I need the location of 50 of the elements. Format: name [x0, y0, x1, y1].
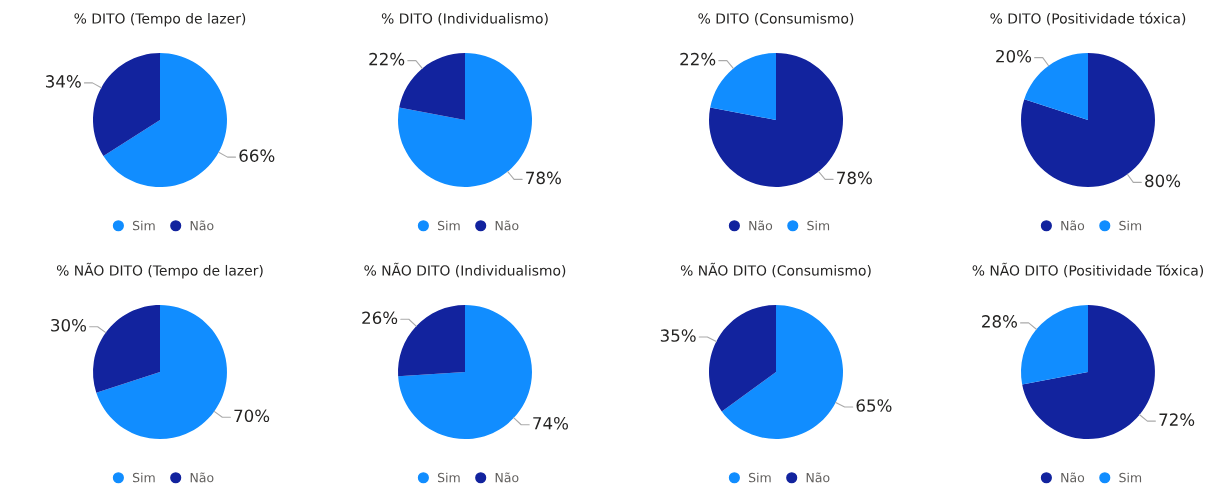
data-label: 28% — [982, 315, 1017, 328]
pie-slice — [1022, 305, 1155, 439]
data-label: 35% — [660, 329, 696, 342]
chart-title: % NÃO DITO (Consumismo) — [680, 262, 871, 278]
pie-slice — [93, 305, 160, 393]
data-label: 70% — [234, 409, 270, 423]
legend-label: Não — [190, 220, 214, 231]
data-label: 22% — [369, 52, 405, 66]
pie-slice — [103, 53, 227, 187]
data-label: 34% — [45, 75, 81, 88]
pie-slice — [398, 305, 465, 377]
data-label: 22% — [680, 52, 716, 66]
data-label: 72% — [1159, 413, 1195, 426]
data-label: 26% — [362, 311, 398, 325]
legend-label: Não — [190, 472, 214, 483]
chart-title: % DITO (Positividade tóxica) — [990, 12, 1186, 26]
data-label: 78% — [837, 171, 872, 185]
pie-slice — [398, 305, 532, 439]
pie-slice — [1021, 305, 1088, 385]
chart-title: % NÃO DITO (Individualismo) — [364, 262, 566, 278]
legend-label: Sim — [748, 472, 771, 483]
legend-label: Não — [1061, 472, 1085, 483]
chart-title: % NÃO DITO (Tempo de lazer) — [56, 262, 263, 279]
data-label: 74% — [533, 416, 569, 430]
legend-label: Sim — [132, 220, 155, 231]
legend-label: Não — [749, 220, 773, 231]
data-label: 65% — [856, 399, 892, 412]
data-label: 66% — [239, 149, 275, 162]
chart-title: % NÃO DITO (Positividade Tóxica) — [972, 262, 1204, 278]
legend-label: Sim — [1119, 472, 1142, 483]
legend-label: Não — [806, 472, 830, 483]
pie-slice — [93, 53, 160, 156]
pie-slice — [721, 305, 843, 439]
data-label: 20% — [996, 49, 1032, 63]
chart-title: % DITO (Tempo de lazer) — [74, 12, 246, 27]
legend-label: Não — [495, 220, 519, 231]
legend-label: Sim — [437, 220, 460, 231]
chart-title: % DITO (Individualismo) — [381, 12, 548, 26]
legend-label: Não — [1061, 220, 1085, 231]
legend-label: Sim — [1119, 220, 1142, 231]
pie-slice — [96, 305, 227, 439]
chart-title: % DITO (Consumismo) — [698, 12, 854, 26]
data-label: 80% — [1145, 174, 1181, 188]
legend-label: Sim — [132, 472, 155, 483]
data-label: 78% — [526, 171, 561, 185]
legend-label: Sim — [807, 220, 830, 231]
legend-label: Sim — [437, 472, 460, 483]
pie-slice — [709, 305, 776, 412]
legend-label: Não — [495, 472, 519, 483]
data-label: 30% — [51, 318, 87, 332]
